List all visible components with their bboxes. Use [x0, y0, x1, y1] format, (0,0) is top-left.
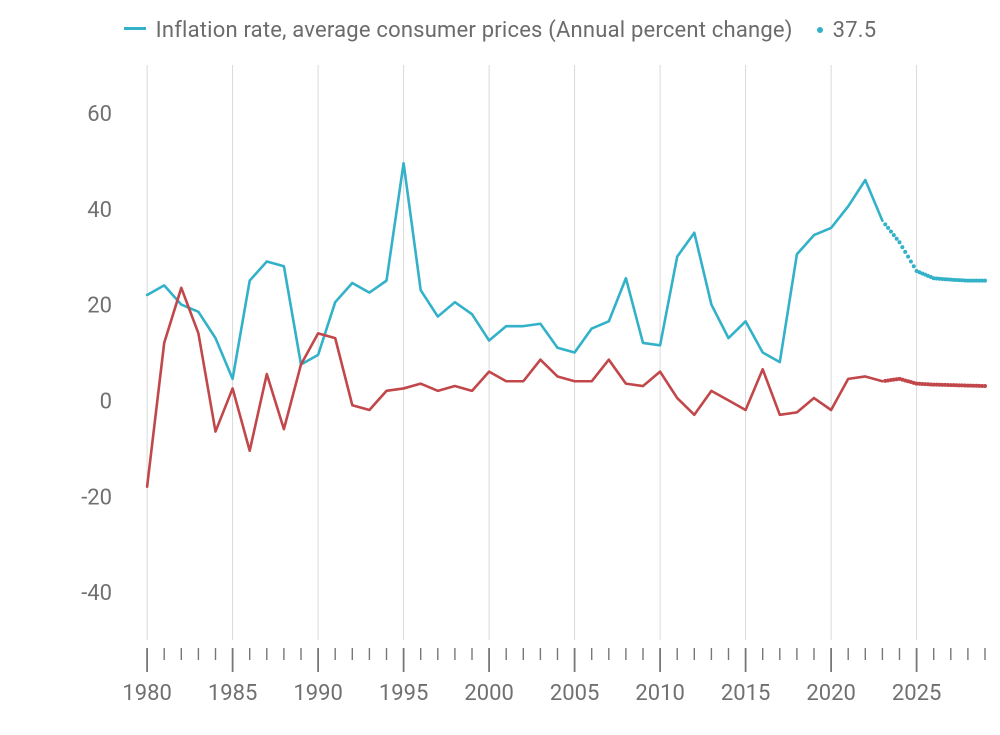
svg-text:2020: 2020 — [806, 681, 855, 706]
svg-text:2000: 2000 — [464, 681, 513, 706]
svg-text:40: 40 — [87, 198, 112, 223]
chart-container: Inflation rate, average consumer prices … — [0, 0, 1000, 735]
svg-text:-20: -20 — [81, 485, 112, 510]
svg-text:1995: 1995 — [379, 681, 428, 706]
svg-text:1985: 1985 — [208, 681, 257, 706]
svg-text:2010: 2010 — [635, 681, 684, 706]
svg-text:20: 20 — [87, 294, 112, 319]
svg-text:2015: 2015 — [721, 681, 770, 706]
svg-text:2025: 2025 — [892, 681, 941, 706]
chart-plot: -40 -20 0 20 40 60 1980 1985 1990 1995 2000 2005 201… — [0, 0, 1000, 735]
svg-text:2005: 2005 — [550, 681, 599, 706]
svg-text:0: 0 — [100, 389, 112, 414]
svg-text:-40: -40 — [81, 581, 112, 606]
svg-text:60: 60 — [87, 102, 112, 127]
svg-text:1980: 1980 — [122, 681, 171, 706]
svg-text:1990: 1990 — [293, 681, 342, 706]
